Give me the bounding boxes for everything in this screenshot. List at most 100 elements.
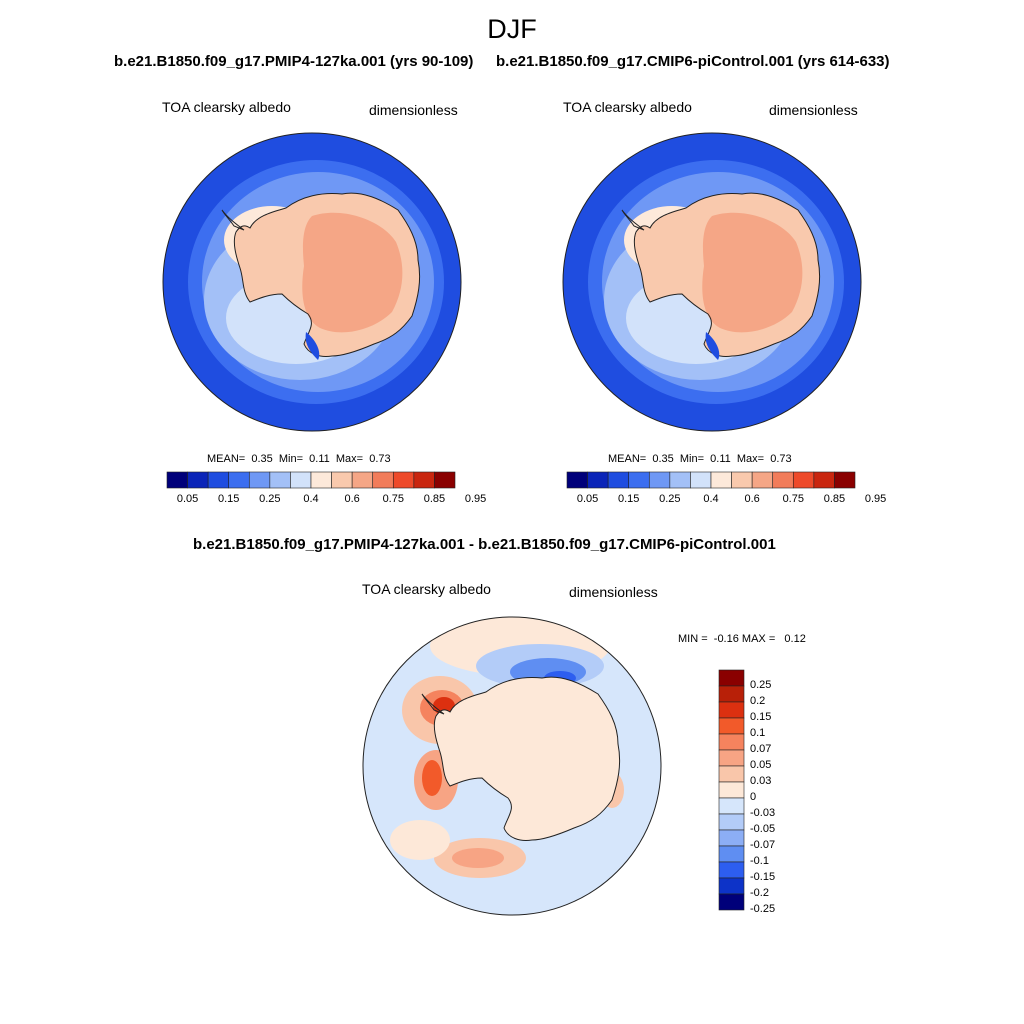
colorbar-swatch [248,471,271,489]
colorbar-swatch [351,471,374,489]
colorbar-tick-label: 0.15 [750,711,772,723]
colorbar-swatch [207,471,230,489]
colorbar-tick-label: 0.95 [864,493,887,505]
panel-3-colorbar [718,669,745,911]
colorbar-tick-label: -0.05 [750,823,776,835]
colorbar-swatch [228,471,250,489]
colorbar-tick-label: 0.25 [259,493,281,505]
colorbar-tick-label: 0.85 [423,493,446,505]
max-label: MAX = [741,633,776,645]
panel-1-variable: TOA clearsky albedo [162,99,291,115]
colorbar-tick-label: 0.2 [750,695,766,707]
colorbar-swatch [434,471,456,489]
figure-title: DJF [487,14,537,44]
panel-3-stats: MIN = -0.16 MAX = 0.12 [678,633,806,645]
colorbar-tick-label: 0.1 [750,727,766,739]
panel-1-colorbar [166,471,456,489]
colorbar-tick-label: 0.03 [750,775,772,787]
mean-label: MEAN= [207,453,246,465]
colorbar-swatch [718,669,745,687]
colorbar-swatch [718,685,745,703]
colorbar-tick-label: 0 [750,791,757,803]
colorbar-tick-label: -0.03 [750,807,776,819]
colorbar-swatch [628,471,650,489]
panel-3-map [362,616,662,916]
colorbar-swatch [813,471,835,489]
colorbar-swatch [187,471,209,489]
colorbar-tick-label: 0.15 [617,493,640,505]
panel-3-variable: TOA clearsky albedo [362,581,491,597]
colorbar-swatch [718,701,745,719]
panel-2-title: b.e21.B1850.f09_g17.CMIP6-piControl.001 … [496,53,890,70]
colorbar-swatch [710,471,732,489]
colorbar-tick-label: 0.75 [782,493,804,505]
panel-1-stats: MEAN= 0.35 Min= 0.11 Max= 0.73 [207,453,391,465]
mean-value: 0.35 [251,453,273,465]
colorbar-swatch [731,471,753,489]
panel-2-variable: TOA clearsky albedo [563,99,692,115]
mean-value: 0.35 [652,453,674,465]
colorbar-tick-label: 0.15 [217,493,240,505]
colorbar-swatch [331,471,353,489]
colorbar-swatch [566,471,588,489]
colorbar-swatch [290,471,312,489]
colorbar-tick-label: 0.6 [744,493,760,505]
colorbar-tick-label: -0.25 [750,903,776,915]
mean-label: MEAN= [608,453,647,465]
colorbar-swatch [269,471,291,489]
colorbar-swatch [166,471,188,489]
colorbar-swatch [669,471,691,489]
colorbar-swatch [718,717,745,735]
max-label: Max= [736,453,765,465]
min-label: MIN = [678,633,708,645]
min-label: Min= [679,453,705,465]
colorbar-swatch [751,471,774,489]
colorbar-swatch [718,797,745,815]
colorbar-tick-label: 0.4 [703,493,719,505]
colorbar-swatch [413,471,435,489]
colorbar-swatch [372,471,394,489]
colorbar-swatch [718,861,745,879]
colorbar-tick-label: 0.85 [823,493,846,505]
colorbar-tick-label: 0.05 [176,493,199,505]
min-value: 0.11 [710,453,731,465]
colorbar-swatch [718,765,745,783]
colorbar-tick-label: -0.15 [750,871,776,883]
colorbar-swatch [718,829,745,847]
colorbar-swatch [607,471,630,489]
colorbar-swatch [718,813,745,831]
colorbar-tick-label: 0.07 [750,743,772,755]
panel-3-title: b.e21.B1850.f09_g17.PMIP4-127ka.001 - b.… [193,536,776,553]
colorbar-tick-label: 0.25 [659,493,681,505]
min-label: Min= [278,453,304,465]
min-value: 0.11 [309,453,330,465]
max-label: Max= [335,453,364,465]
colorbar-tick-label: 0.25 [750,679,772,691]
colorbar-tick-label: 0.05 [750,759,772,771]
colorbar-swatch [392,471,415,489]
max-value: 0.73 [770,453,792,465]
colorbar-swatch [718,749,745,767]
colorbar-swatch [310,471,332,489]
panel-1-map [162,132,462,432]
colorbar-tick-label: 0.4 [303,493,319,505]
colorbar-swatch [834,471,856,489]
colorbar-swatch [690,471,712,489]
colorbar-swatch [718,893,745,911]
colorbar-swatch [718,845,745,863]
colorbar-tick-label: 0.75 [382,493,404,505]
panel-2-colorbar [566,471,856,489]
colorbar-swatch [792,471,815,489]
max-value: 0.12 [784,633,806,645]
colorbar-tick-label: -0.1 [750,855,769,867]
colorbar-tick-label: -0.07 [750,839,776,851]
panel-2-stats: MEAN= 0.35 Min= 0.11 Max= 0.73 [608,453,792,465]
colorbar-swatch [587,471,609,489]
panel-2-map [562,132,862,432]
colorbar-swatch [718,781,745,799]
panel-3-units: dimensionless [569,584,658,600]
colorbar-tick-label: 0.6 [344,493,360,505]
colorbar-tick-label: -0.2 [750,887,769,899]
panel-1-units: dimensionless [369,102,458,118]
